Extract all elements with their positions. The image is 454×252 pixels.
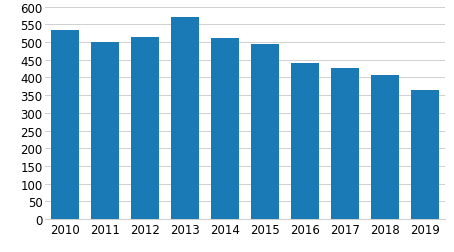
- Bar: [51, 30, 79, 219]
- Bar: [291, 64, 319, 219]
- Bar: [411, 90, 439, 219]
- Bar: [331, 68, 359, 219]
- Bar: [251, 45, 279, 219]
- Bar: [91, 43, 119, 219]
- Bar: [211, 39, 239, 219]
- Bar: [371, 75, 399, 219]
- Bar: [131, 38, 159, 219]
- Bar: [171, 18, 199, 219]
